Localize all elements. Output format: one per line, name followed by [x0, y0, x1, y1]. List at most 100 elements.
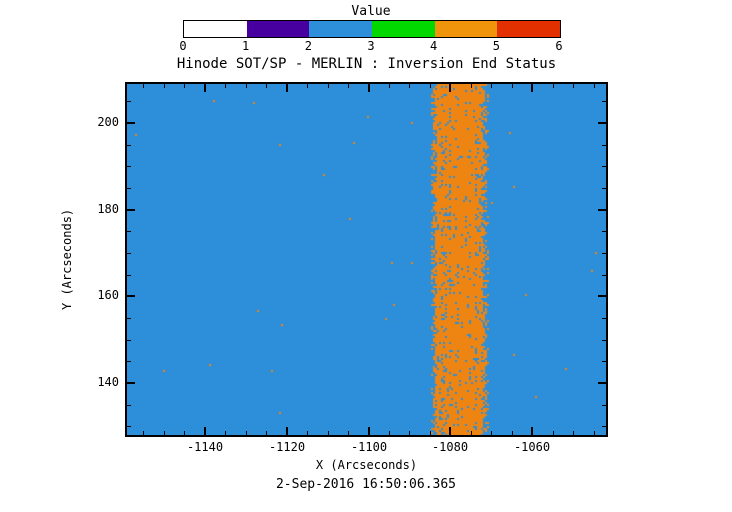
- axis-tick: [127, 231, 131, 232]
- colorbar-segment: [309, 21, 373, 37]
- axis-tick: [266, 84, 267, 88]
- axis-tick: [598, 122, 606, 124]
- y-tick-label: 200: [97, 115, 119, 129]
- colorbar-tick-label: 3: [367, 39, 375, 53]
- axis-tick: [286, 84, 288, 92]
- axis-tick: [598, 295, 606, 297]
- axis-tick: [127, 382, 135, 384]
- axis-tick: [491, 84, 492, 88]
- axis-tick: [602, 361, 606, 362]
- axis-tick: [164, 431, 165, 435]
- axis-tick: [602, 426, 606, 427]
- axis-tick: [127, 188, 131, 189]
- y-tick-label: 140: [97, 375, 119, 389]
- axis-tick: [594, 431, 595, 435]
- plot-frame: -1140 -1120 -1100 -1080 -1060 140 160 180 200: [97, 82, 608, 454]
- axis-tick: [389, 431, 390, 435]
- axis-tick: [531, 84, 533, 92]
- timestamp-caption: 2-Sep-2016 16:50:06.365: [275, 477, 456, 492]
- axis-tick: [127, 361, 131, 362]
- axis-tick: [127, 426, 131, 427]
- axis-tick: [348, 431, 349, 435]
- axis-tick: [598, 382, 606, 384]
- axis-tick: [266, 431, 267, 435]
- axis-tick: [602, 188, 606, 189]
- axis-tick: [409, 431, 410, 435]
- colorbar-tick-label: 0: [179, 39, 187, 53]
- axis-tick: [184, 84, 185, 88]
- axis-tick: [602, 145, 606, 146]
- axis-tick: [348, 84, 349, 88]
- axis-tick: [204, 427, 206, 435]
- x-tick-label: -1100: [350, 440, 388, 454]
- axis-tick: [471, 431, 472, 435]
- colorbar-tick-label: 2: [304, 39, 312, 53]
- axis-tick: [143, 431, 144, 435]
- axis-tick: [573, 431, 574, 435]
- colorbar-tick-label: 4: [430, 39, 438, 53]
- axis-tick: [602, 275, 606, 276]
- axis-tick: [127, 209, 135, 211]
- axis-tick: [328, 431, 329, 435]
- axis-tick: [573, 84, 574, 88]
- axis-tick: [127, 166, 131, 167]
- x-tick-label: -1140: [186, 440, 224, 454]
- axis-tick: [553, 431, 554, 435]
- y-tick-label: 160: [97, 288, 119, 302]
- axis-tick: [512, 84, 513, 88]
- axis-tick: [449, 84, 451, 92]
- colorbar-segment: [434, 21, 498, 37]
- axis-tick: [307, 84, 308, 88]
- axis-tick: [602, 340, 606, 341]
- x-axis-title: X (Arcseconds): [315, 458, 418, 472]
- x-tick-label: -1120: [268, 440, 306, 454]
- axis-tick: [127, 340, 131, 341]
- axis-tick: [127, 295, 135, 297]
- axis-tick: [602, 166, 606, 167]
- axis-tick: [389, 84, 390, 88]
- axis-tick: [246, 431, 247, 435]
- axis-tick: [598, 209, 606, 211]
- axis-tick: [368, 84, 370, 92]
- colorbar-segment: [184, 21, 247, 37]
- axis-tick: [164, 84, 165, 88]
- axis-tick: [430, 84, 431, 88]
- axis-tick: [602, 253, 606, 254]
- axis-tick: [225, 431, 226, 435]
- axis-tick: [602, 231, 606, 232]
- y-axis-title: Y (Arcseconds): [60, 208, 74, 311]
- axis-tick: [246, 84, 247, 88]
- axis-tick: [430, 431, 431, 435]
- axis-tick: [491, 431, 492, 435]
- axis-tick: [225, 84, 226, 88]
- axis-tick: [127, 101, 131, 102]
- colorbar: [183, 20, 561, 38]
- axis-tick: [184, 431, 185, 435]
- axis-tick: [307, 431, 308, 435]
- colorbar-tick-label: 6: [555, 39, 563, 53]
- y-tick-label: 180: [97, 202, 119, 216]
- axis-tick: [127, 253, 131, 254]
- x-tick-label: -1080: [431, 440, 469, 454]
- x-tick-label: -1060: [513, 440, 551, 454]
- axis-tick: [512, 431, 513, 435]
- colorbar-tick-label: 5: [492, 39, 500, 53]
- colorbar-tick-label: 1: [242, 39, 250, 53]
- heatmap-canvas: [127, 84, 606, 435]
- axis-tick: [143, 84, 144, 88]
- colorbar-segment: [372, 21, 435, 37]
- axis-tick: [127, 405, 131, 406]
- plot-title: Hinode SOT/SP - MERLIN : Inversion End S…: [176, 56, 557, 72]
- axis-tick: [602, 101, 606, 102]
- axis-tick: [531, 427, 533, 435]
- axis-tick: [471, 84, 472, 88]
- axis-tick: [127, 318, 131, 319]
- axis-tick: [553, 84, 554, 88]
- axis-tick: [409, 84, 410, 88]
- axis-tick: [286, 427, 288, 435]
- axis-tick: [602, 405, 606, 406]
- colorbar-tick-labels: 0 1 2 3 4 5 6: [179, 39, 563, 53]
- axis-tick: [449, 427, 451, 435]
- axis-tick: [204, 84, 206, 92]
